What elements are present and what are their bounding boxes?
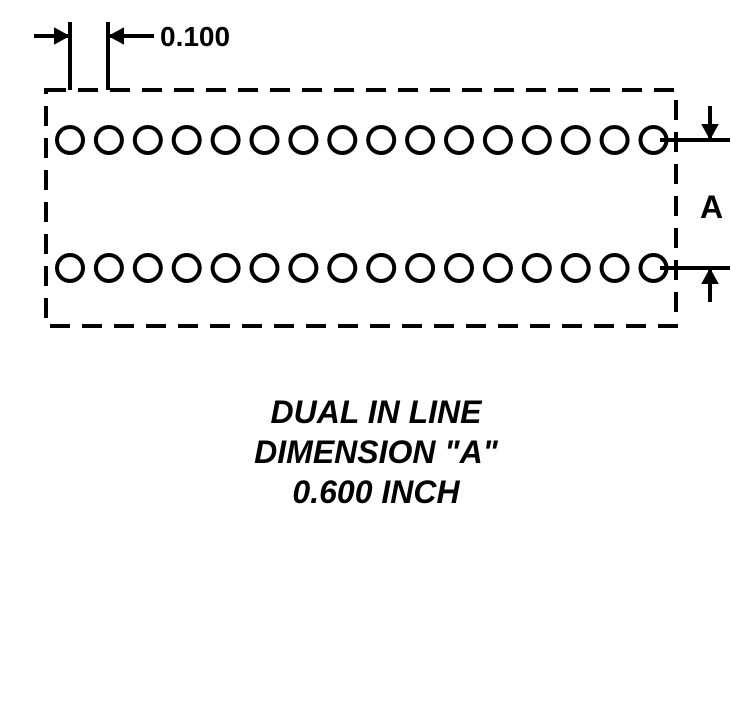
svg-text:0.100: 0.100 [160,21,230,52]
caption-line-2: DIMENSION "A" [0,432,752,472]
dip-drawing: 0.100 A [0,0,752,716]
caption-line-1: DUAL IN LINE [0,392,752,432]
caption-line-3: 0.600 INCH [0,472,752,512]
caption: DUAL IN LINE DIMENSION "A" 0.600 INCH [0,392,752,512]
svg-text:A: A [700,189,723,225]
